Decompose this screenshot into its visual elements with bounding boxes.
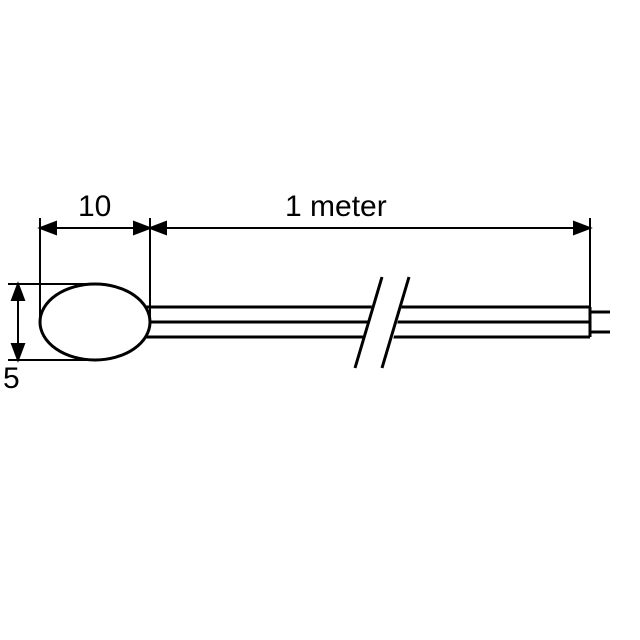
dim-length [150, 218, 590, 307]
technical-drawing [0, 0, 640, 640]
dim-width-label: 10 [78, 190, 111, 224]
sensor-head [40, 284, 150, 360]
dim-length-label: 1 meter [285, 190, 387, 224]
dim-height-label: 5 [3, 362, 20, 396]
